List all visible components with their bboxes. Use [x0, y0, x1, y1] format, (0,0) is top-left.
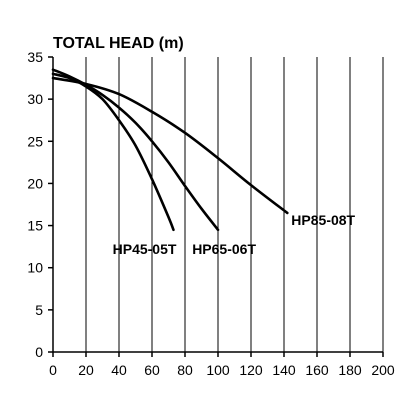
- y-tick-label: 5: [35, 302, 43, 318]
- curve-hp45-05t: [51, 72, 175, 232]
- y-tick-label: 15: [27, 218, 43, 234]
- x-tick-label: 100: [206, 362, 230, 378]
- chart-title: TOTAL HEAD (m): [53, 35, 184, 52]
- y-tick-label: 10: [27, 260, 43, 276]
- x-tick-label: 160: [305, 362, 329, 378]
- tick-labels: 0 5 10 15 20 25 30 35 0 20 40 60 80 100 120 140 160 180 20…: [27, 49, 394, 378]
- series-curves: [51, 68, 289, 232]
- x-tick-label: 60: [144, 362, 160, 378]
- grid: [85, 57, 384, 352]
- x-tick-label: 20: [78, 362, 94, 378]
- axes: [48, 56, 384, 357]
- y-tick-label: 0: [35, 344, 43, 360]
- y-tick-label: 20: [27, 175, 43, 191]
- series-label-hp85-08t: HP85-08T: [291, 212, 355, 228]
- y-tick-label: 35: [27, 49, 43, 65]
- x-tick-label: 140: [272, 362, 296, 378]
- y-tick-label: 30: [27, 91, 43, 107]
- curve-hp85-08t: [51, 76, 289, 215]
- x-tick-label: 200: [371, 362, 395, 378]
- x-tick-label: 0: [49, 362, 57, 378]
- curve-hp65-06t: [51, 68, 220, 232]
- x-tick-label: 40: [111, 362, 127, 378]
- series-labels: HP45-05T HP65-06T HP85-08T: [113, 212, 356, 257]
- y-tick-label: 25: [27, 133, 43, 149]
- x-tick-label: 180: [338, 362, 362, 378]
- series-label-hp45-05t: HP45-05T: [113, 241, 177, 257]
- x-tick-label: 120: [239, 362, 263, 378]
- series-label-hp65-06t: HP65-06T: [192, 241, 256, 257]
- x-tick-label: 80: [177, 362, 193, 378]
